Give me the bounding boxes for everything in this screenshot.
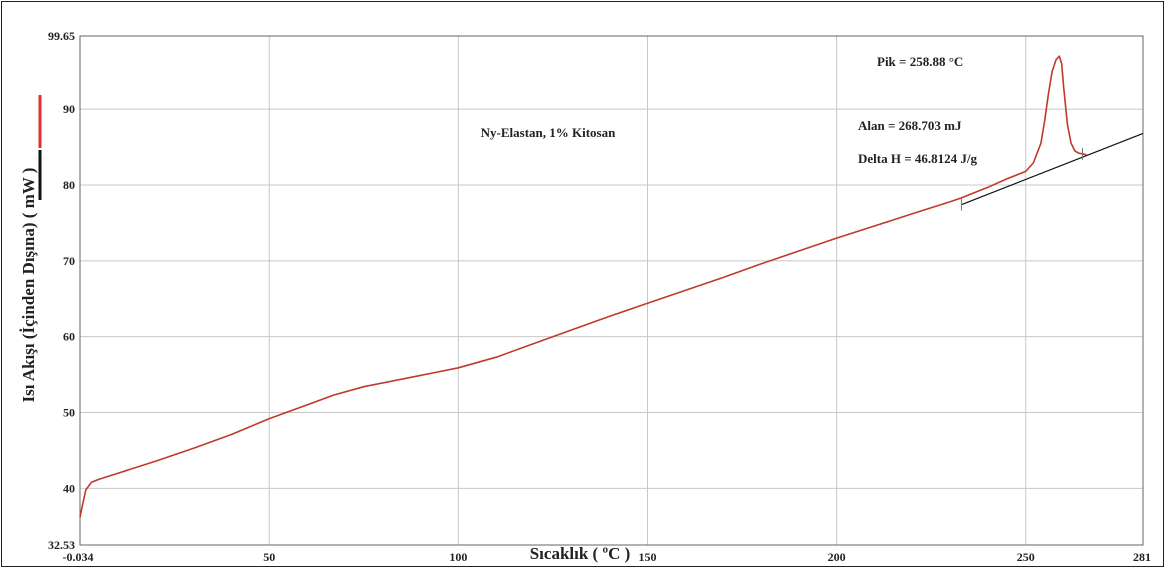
x-tick-label: 150 bbox=[638, 550, 656, 564]
x-axis-ticks: 50 100 150 200 250 -0.034 281 bbox=[63, 550, 1152, 564]
y-tick-label: 80 bbox=[63, 178, 75, 192]
x-axis-title: Sıcaklık ( ºC ) bbox=[530, 544, 631, 563]
x-tick-label: 200 bbox=[828, 550, 846, 564]
x-max-label: 281 bbox=[1133, 550, 1151, 564]
grid-lines bbox=[80, 36, 1143, 545]
y-tick-label: 90 bbox=[63, 102, 75, 116]
x-min-label: -0.034 bbox=[63, 550, 94, 564]
series-group bbox=[79, 55, 1144, 518]
y-max-label: 99.65 bbox=[48, 29, 75, 43]
y-tick-label: 60 bbox=[63, 330, 75, 344]
plot-border bbox=[79, 35, 1144, 546]
area-annotation: Alan = 268.703 mJ bbox=[858, 118, 962, 133]
heat-flow-curve bbox=[79, 55, 1087, 518]
x-tick-label: 250 bbox=[1017, 550, 1035, 564]
y-tick-label: 70 bbox=[63, 254, 75, 268]
sample-label: Ny-Elastan, 1% Kitosan bbox=[481, 125, 616, 140]
x-tick-label: 50 bbox=[263, 550, 275, 564]
y-min-label: 32.53 bbox=[48, 538, 75, 552]
baseline-line bbox=[961, 132, 1144, 206]
delta-h-annotation: Delta H = 46.8124 J/g bbox=[858, 151, 977, 166]
y-tick-label: 50 bbox=[63, 406, 75, 420]
y-axis-title: Isı Akışı (İçinden Dışına) ( mW ) bbox=[19, 168, 38, 403]
peak-annotation: Pik = 258.88 °C bbox=[877, 54, 963, 69]
x-tick-label: 100 bbox=[449, 550, 467, 564]
y-tick-label: 40 bbox=[63, 481, 75, 495]
y-axis-ticks: 40 50 60 70 80 90 32.53 99.65 bbox=[48, 29, 75, 552]
